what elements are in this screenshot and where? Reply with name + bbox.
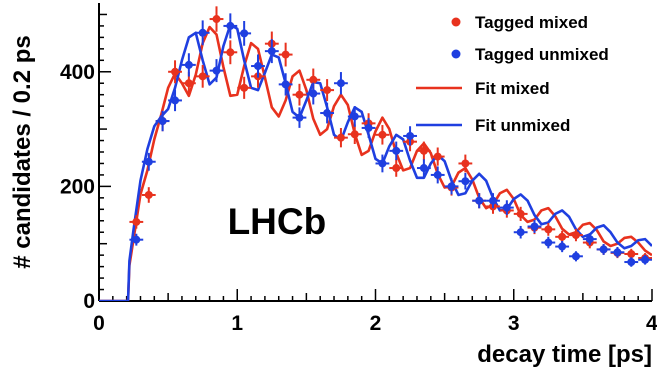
x-tick-label: 1 — [231, 312, 243, 335]
data-point-tagged-unmixed — [610, 247, 625, 258]
data-point-tagged-unmixed — [513, 225, 528, 239]
lhcb-annotation: LHCb — [228, 201, 327, 242]
x-tick-label: 0 — [93, 312, 105, 335]
data-point-tagged-unmixed — [486, 193, 500, 209]
data-point-tagged-unmixed — [251, 54, 265, 78]
y-axis-title: # candidates / 0.2 ps — [9, 35, 36, 268]
data-point-tagged-mixed — [416, 141, 431, 161]
data-point-tagged-unmixed — [375, 154, 390, 173]
data-point-tagged-mixed — [334, 127, 348, 148]
x-axis-title: decay time [ps] — [477, 341, 652, 368]
data-point-tagged-mixed — [513, 206, 528, 221]
data-point-tagged-mixed — [375, 125, 390, 145]
y-tick-label: 200 — [60, 175, 95, 198]
data-point-tagged-unmixed — [555, 240, 570, 253]
data-point-tagged-unmixed — [403, 126, 417, 146]
data-point-tagged-unmixed — [541, 236, 556, 249]
data-point-tagged-unmixed — [209, 59, 224, 83]
data-point-tagged-unmixed — [347, 106, 362, 127]
data-point-tagged-unmixed — [155, 110, 170, 132]
x-tick-label: 2 — [370, 312, 382, 335]
data-point-tagged-unmixed — [416, 159, 431, 177]
data-point-tagged-unmixed — [223, 13, 238, 39]
legend-marker-tagged-unmixed — [451, 49, 461, 59]
x-tick-label: 3 — [508, 312, 520, 335]
data-point-tagged-unmixed — [389, 141, 404, 161]
data-point-tagged-unmixed — [596, 243, 611, 255]
data-point-tagged-mixed — [168, 60, 182, 84]
data-point-tagged-unmixed — [264, 39, 279, 64]
data-point-tagged-mixed — [555, 230, 570, 243]
data-point-tagged-mixed — [389, 159, 404, 177]
data-point-tagged-unmixed — [638, 254, 652, 265]
data-point-tagged-mixed — [278, 42, 293, 67]
legend-label-fit-unmixed: Fit unmixed — [475, 116, 570, 135]
data-point-tagged-unmixed — [430, 166, 445, 184]
data-point-tagged-unmixed — [624, 257, 639, 267]
data-point-tagged-mixed — [237, 76, 252, 99]
legend-label-fit-mixed: Fit mixed — [475, 79, 550, 98]
data-point-tagged-unmixed — [458, 172, 473, 190]
data-point-tagged-unmixed — [168, 89, 182, 112]
data-point-tagged-unmixed — [499, 200, 514, 215]
legend-marker-tagged-mixed — [451, 17, 461, 27]
data-point-tagged-mixed — [223, 40, 238, 65]
legend-label-tagged-unmixed: Tagged unmixed — [475, 45, 609, 64]
data-point-tagged-unmixed — [129, 233, 144, 246]
data-point-tagged-unmixed — [582, 233, 597, 246]
data-point-tagged-mixed — [209, 6, 224, 32]
legend-label-tagged-mixed: Tagged mixed — [475, 13, 588, 32]
data-point-tagged-mixed — [195, 65, 210, 88]
data-point-tagged-mixed — [129, 215, 144, 229]
data-point-tagged-mixed — [541, 222, 556, 236]
data-point-tagged-unmixed — [472, 193, 487, 209]
data-point-tagged-unmixed — [306, 82, 321, 105]
data-point-tagged-unmixed — [195, 20, 210, 46]
data-point-tagged-unmixed — [527, 219, 542, 234]
data-point-tagged-unmixed — [141, 152, 156, 171]
x-tick-label: 4 — [646, 312, 657, 335]
data-point-tagged-unmixed — [334, 72, 348, 95]
data-point-tagged-mixed — [292, 83, 307, 106]
data-point-tagged-mixed — [430, 147, 445, 166]
data-point-tagged-mixed — [458, 154, 473, 173]
data-point-tagged-unmixed — [320, 102, 335, 124]
data-point-tagged-mixed — [569, 228, 583, 242]
data-point-tagged-unmixed — [278, 73, 293, 96]
data-point-tagged-mixed — [320, 79, 335, 102]
data-point-tagged-mixed — [347, 124, 362, 145]
y-tick-label: 400 — [60, 61, 95, 84]
y-tick-label: 0 — [83, 290, 95, 313]
data-point-tagged-unmixed — [237, 20, 252, 46]
data-point-tagged-unmixed — [361, 117, 376, 138]
data-point-tagged-unmixed — [292, 107, 307, 128]
data-point-tagged-mixed — [141, 187, 156, 203]
data-point-tagged-unmixed — [569, 251, 583, 262]
data-point-tagged-unmixed — [444, 178, 459, 195]
data-point-tagged-unmixed — [181, 53, 196, 77]
